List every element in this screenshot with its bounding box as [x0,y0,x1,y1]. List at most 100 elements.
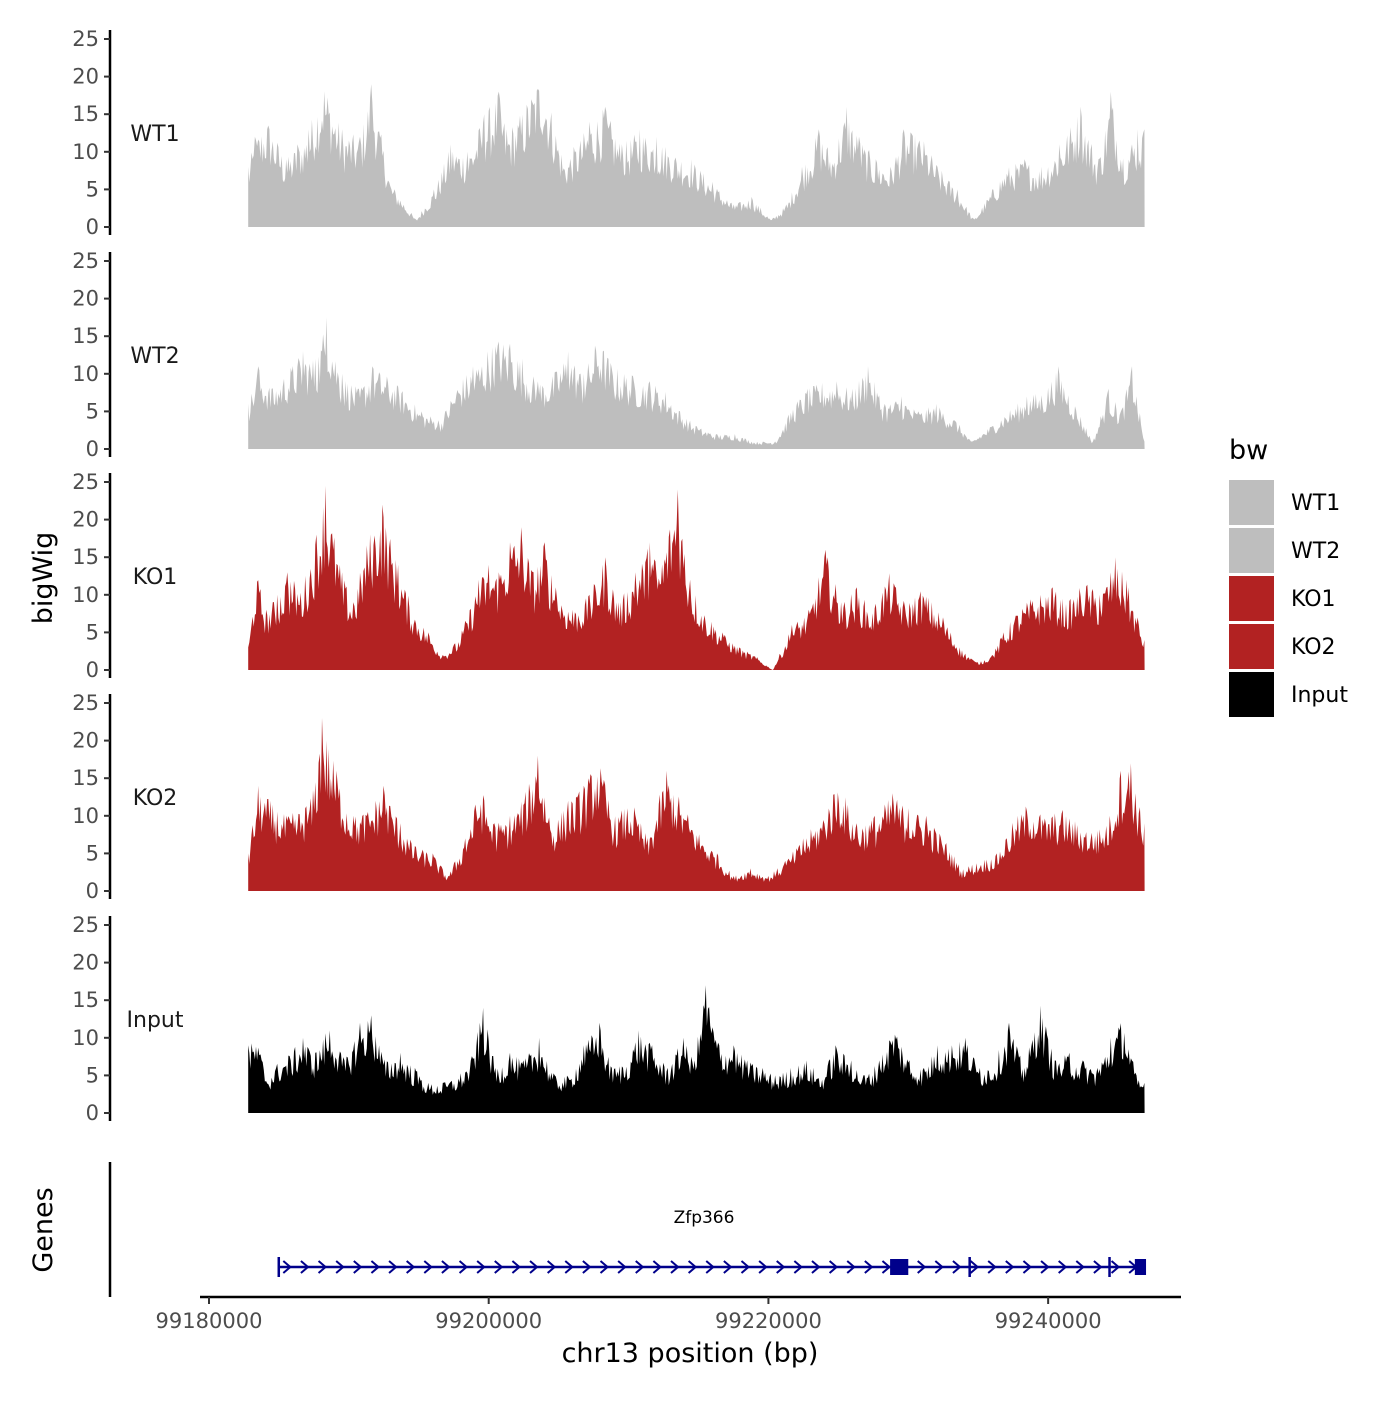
y-tick-label: 25 [72,249,99,273]
y-tick-label: 0 [86,215,99,239]
strand-arrow [282,1260,292,1274]
strand-arrow [300,1260,310,1274]
track-label-wt2: WT2 [130,344,179,369]
strand-arrow [335,1260,345,1274]
x-axis: 99180000 99200000 99220000 99240000 chr13 p… [156,1295,1181,1369]
y-tick-label: 25 [72,470,99,494]
coverage-area-input [248,985,1145,1113]
strand-arrow [776,1260,786,1274]
strand-arrow [952,1260,962,1274]
legend-label-wt1: WT1 [1291,491,1340,516]
gene-exon [890,1259,909,1275]
strand-arrow [1005,1260,1015,1274]
y-tick-label: 20 [72,951,99,975]
y-tick-label: 0 [86,1101,99,1125]
strand-arrow [687,1260,698,1274]
strand-arrow [494,1260,504,1274]
strand-arrow [546,1260,557,1274]
x-axis-title: chr13 position (bp) [562,1338,819,1369]
y-tick-label: 15 [72,102,99,126]
gene-exon [277,1257,281,1277]
y-tick-label: 0 [86,658,99,682]
track-input: 0 5 10 15 20 25 Input [72,913,1145,1125]
track-label-ko2: KO2 [133,786,178,811]
genes-panel: Genes Zfp366 [28,1162,1147,1297]
strand-arrow [1022,1260,1032,1274]
strand-arrow [828,1260,839,1274]
legend: bw WT1 WT2 KO1 KO2 Input [1229,435,1348,717]
gene-exon [1134,1259,1147,1275]
strand-arrow [1093,1260,1103,1274]
y-tick-label: 15 [72,545,99,569]
track-ko2: 0 5 10 15 20 25 KO2 [72,691,1145,903]
strand-arrow [652,1260,662,1274]
strand-arrow [1040,1260,1050,1274]
y-tick-label: 5 [86,841,99,865]
track-label-wt1: WT1 [130,122,179,147]
strand-arrow [705,1260,715,1274]
track-ko1: 0 5 10 15 20 25 KO1 [72,470,1145,682]
legend-swatch-wt1 [1229,480,1274,525]
gene-name-label: Zfp366 [674,1208,735,1228]
strand-arrow [1075,1260,1085,1274]
y-tick-label: 25 [72,913,99,937]
y-tick-label: 10 [72,1026,99,1050]
y-tick-label: 20 [72,287,99,311]
strand-arrow [934,1260,944,1274]
y-tick-label: 10 [72,362,99,386]
legend-title: bw [1229,435,1268,466]
legend-swatch-input [1229,672,1274,717]
y-tick-label: 15 [72,324,99,348]
strand-arrow [987,1260,997,1274]
coverage-area-wt2 [248,317,1145,449]
legend-label-input: Input [1291,683,1348,708]
strand-arrow [529,1260,539,1274]
strand-arrow [317,1260,328,1274]
strand-arrow [582,1260,592,1274]
coverage-area-ko2 [248,718,1145,891]
y-tick-label: 20 [72,729,99,753]
legend-swatch-wt2 [1229,528,1274,573]
x-tick-label: 99200000 [435,1309,542,1333]
strand-arrow [758,1260,768,1274]
y-tick-label: 20 [72,65,99,89]
x-tick-label: 99240000 [995,1309,1102,1333]
strand-arrow [511,1260,521,1274]
strand-arrow [388,1260,398,1274]
strand-arrow [564,1260,574,1274]
y-tick-label: 5 [86,177,99,201]
strand-arrow [846,1260,856,1274]
strand-arrow [1110,1260,1121,1274]
y-tick-label: 10 [72,804,99,828]
strand-arrow [917,1260,927,1274]
legend-swatch-ko1 [1229,576,1274,621]
y-tick-label: 5 [86,620,99,644]
legend-label-ko1: KO1 [1291,587,1336,612]
genes-axis-title: Genes [28,1187,59,1272]
strand-arrow [864,1260,874,1274]
strand-arrow [811,1260,821,1274]
gene-model [277,1257,1147,1277]
coverage-tracks: 0 5 10 15 20 25 WT1 0 5 10 15 20 25 WT2 0 5 10 15 20 25 KO1 0… [72,27,1145,1125]
strand-arrow [458,1260,469,1274]
track-wt1: 0 5 10 15 20 25 WT1 [72,27,1145,239]
y-tick-label: 20 [72,508,99,532]
strand-arrow [670,1260,680,1274]
gene-exon [968,1257,971,1277]
legend-label-wt2: WT2 [1291,539,1340,564]
strand-arrow [969,1260,980,1274]
coverage-area-wt1 [248,84,1145,227]
track-label-ko1: KO1 [133,565,178,590]
track-label-input: Input [127,1008,184,1033]
strand-arrow [740,1260,751,1274]
legend-swatch-ko2 [1229,624,1274,669]
legend-label-ko2: KO2 [1291,635,1336,660]
strand-arrow [406,1260,416,1274]
strand-arrow [441,1260,451,1274]
x-ticks: 99180000 99200000 99220000 99240000 [156,1297,1102,1333]
y-tick-label: 25 [72,691,99,715]
strand-arrow [476,1260,486,1274]
x-tick-label: 99220000 [715,1309,822,1333]
gene-exon [1108,1257,1111,1277]
y-tick-label: 0 [86,437,99,461]
